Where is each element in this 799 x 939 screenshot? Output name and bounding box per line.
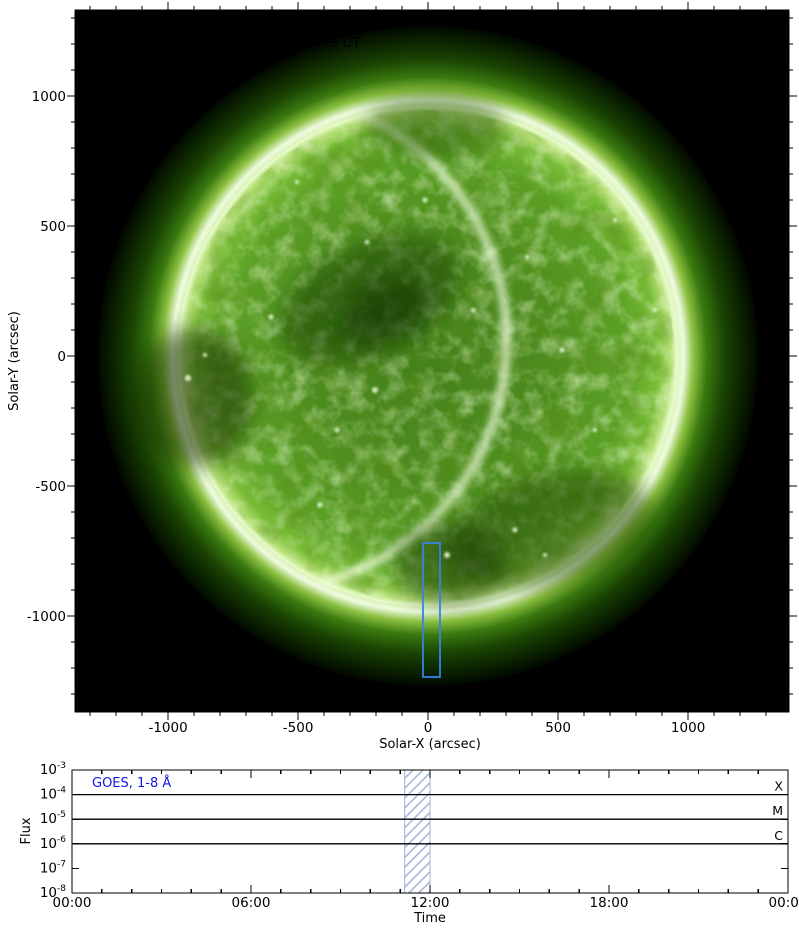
goes-plot-tick-labels: 00:00 06:00 12:00 18:00 00:00 10-3 10-4 10-5 10-… <box>40 761 799 911</box>
solar-x-axis-label: Solar-X (arcsec) <box>379 737 481 752</box>
flare-class-threshold-lines <box>72 793 788 845</box>
goes-y-tick-label: 10-7 <box>40 859 66 876</box>
eit-timestamp-label: EIT 0195, 22-Mar-2008, 12:00:09 UT <box>115 35 361 51</box>
y-tick-label: 500 <box>40 219 66 235</box>
flare-class-labels: XMC <box>772 779 783 843</box>
x-tick-label: 1000 <box>671 720 705 736</box>
goes-x-tick-label: 00:00 <box>769 895 799 911</box>
solar-y-axis-label: Solar-Y (arcsec) <box>7 311 22 411</box>
flux-axis-label: Flux <box>19 817 34 844</box>
x-tick-label: 0 <box>424 720 433 736</box>
goes-x-tick-label: 06:00 <box>232 895 271 911</box>
flare-class-label-M: M <box>772 803 783 818</box>
goes-plot-ticks <box>71 770 789 893</box>
flare-class-label-C: C <box>774 828 783 843</box>
goes-y-tick-label: 10-5 <box>40 810 66 827</box>
eit-exposure-hatched-band <box>404 770 431 893</box>
goes-y-tick-label: 10-6 <box>40 835 66 852</box>
bright-limb-northeast <box>551 135 682 483</box>
goes-y-tick-label: 10-3 <box>40 761 66 778</box>
y-tick-label: -1000 <box>27 609 66 625</box>
flare-class-label-X: X <box>774 779 783 794</box>
goes-x-tick-label: 12:00 <box>411 895 450 911</box>
roi-box <box>422 542 441 678</box>
main-plot-tick-labels: -1000 -500 0 500 1000 1000 500 0 -500 -1000 <box>27 89 706 736</box>
goes-y-tick-label: 10-8 <box>40 884 66 901</box>
sun-image <box>98 26 758 686</box>
eit-image-panel: EIT 0195, 22-Mar-2008, 12:00:09 UT -1000… <box>7 2 797 752</box>
x-tick-label: -500 <box>283 720 314 736</box>
bright-points <box>185 180 657 558</box>
main-plot-frame <box>74 9 790 713</box>
main-plot-ticks <box>67 2 797 720</box>
y-tick-label: 1000 <box>32 89 66 105</box>
goes-legend-label: GOES, 1-8 Å <box>92 775 171 791</box>
y-tick-label: 0 <box>57 349 66 365</box>
x-tick-label: -1000 <box>148 720 187 736</box>
goes-flux-panel: 00:00 06:00 12:00 18:00 00:00 10-3 10-4 10-5 10-… <box>19 761 799 926</box>
goes-x-tick-label: 00:00 <box>53 895 92 911</box>
goes-x-tick-label: 18:00 <box>590 895 629 911</box>
goes-y-tick-label: 10-4 <box>40 786 66 803</box>
x-tick-label: 500 <box>545 720 571 736</box>
y-tick-label: -500 <box>35 479 66 495</box>
time-axis-label: Time <box>413 911 446 926</box>
